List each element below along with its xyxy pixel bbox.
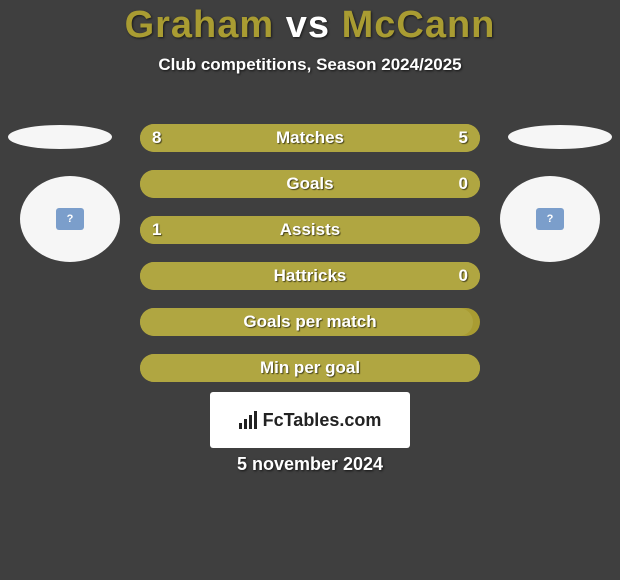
stats-bars: Matches85Goals0Assists1Hattricks0Goals p… xyxy=(140,124,480,400)
title-container: Graham vs McCann Club competitions, Seas… xyxy=(0,0,620,75)
stat-value-right: 5 xyxy=(459,124,468,152)
stat-label: Min per goal xyxy=(140,354,480,382)
watermark: FcTables.com xyxy=(210,392,410,448)
player-avatar-left: ? xyxy=(20,176,120,262)
stat-value-right: 0 xyxy=(459,170,468,198)
stat-label: Hattricks xyxy=(140,262,480,290)
watermark-text: FcTables.com xyxy=(263,410,382,431)
player-avatar-right: ? xyxy=(500,176,600,262)
stat-label: Matches xyxy=(140,124,480,152)
watermark-chart-icon xyxy=(239,411,257,429)
date-line: 5 november 2024 xyxy=(0,454,620,475)
stat-row: Goals0 xyxy=(140,170,480,198)
club-logo-right xyxy=(508,125,612,149)
title-player-a: Graham xyxy=(125,4,275,46)
avatar-placeholder-icon: ? xyxy=(536,208,564,230)
stat-row: Hattricks0 xyxy=(140,262,480,290)
subtitle: Club competitions, Season 2024/2025 xyxy=(0,55,620,75)
stat-row: Assists1 xyxy=(140,216,480,244)
page-title: Graham vs McCann xyxy=(125,4,496,47)
stat-label: Assists xyxy=(140,216,480,244)
title-player-b: McCann xyxy=(342,4,496,46)
club-logo-left xyxy=(8,125,112,149)
stat-row: Matches8 5 xyxy=(140,124,480,152)
stat-label: Goals per match xyxy=(140,308,480,336)
stat-value-left: 1 xyxy=(152,216,161,244)
stat-label: Goals xyxy=(140,170,480,198)
stat-row: Goals per match xyxy=(140,308,480,336)
stat-value-right: 0 xyxy=(459,262,468,290)
stat-value-left: 8 xyxy=(152,124,161,152)
avatar-placeholder-icon: ? xyxy=(56,208,84,230)
stat-row: Min per goal xyxy=(140,354,480,382)
title-vs: vs xyxy=(286,4,330,46)
